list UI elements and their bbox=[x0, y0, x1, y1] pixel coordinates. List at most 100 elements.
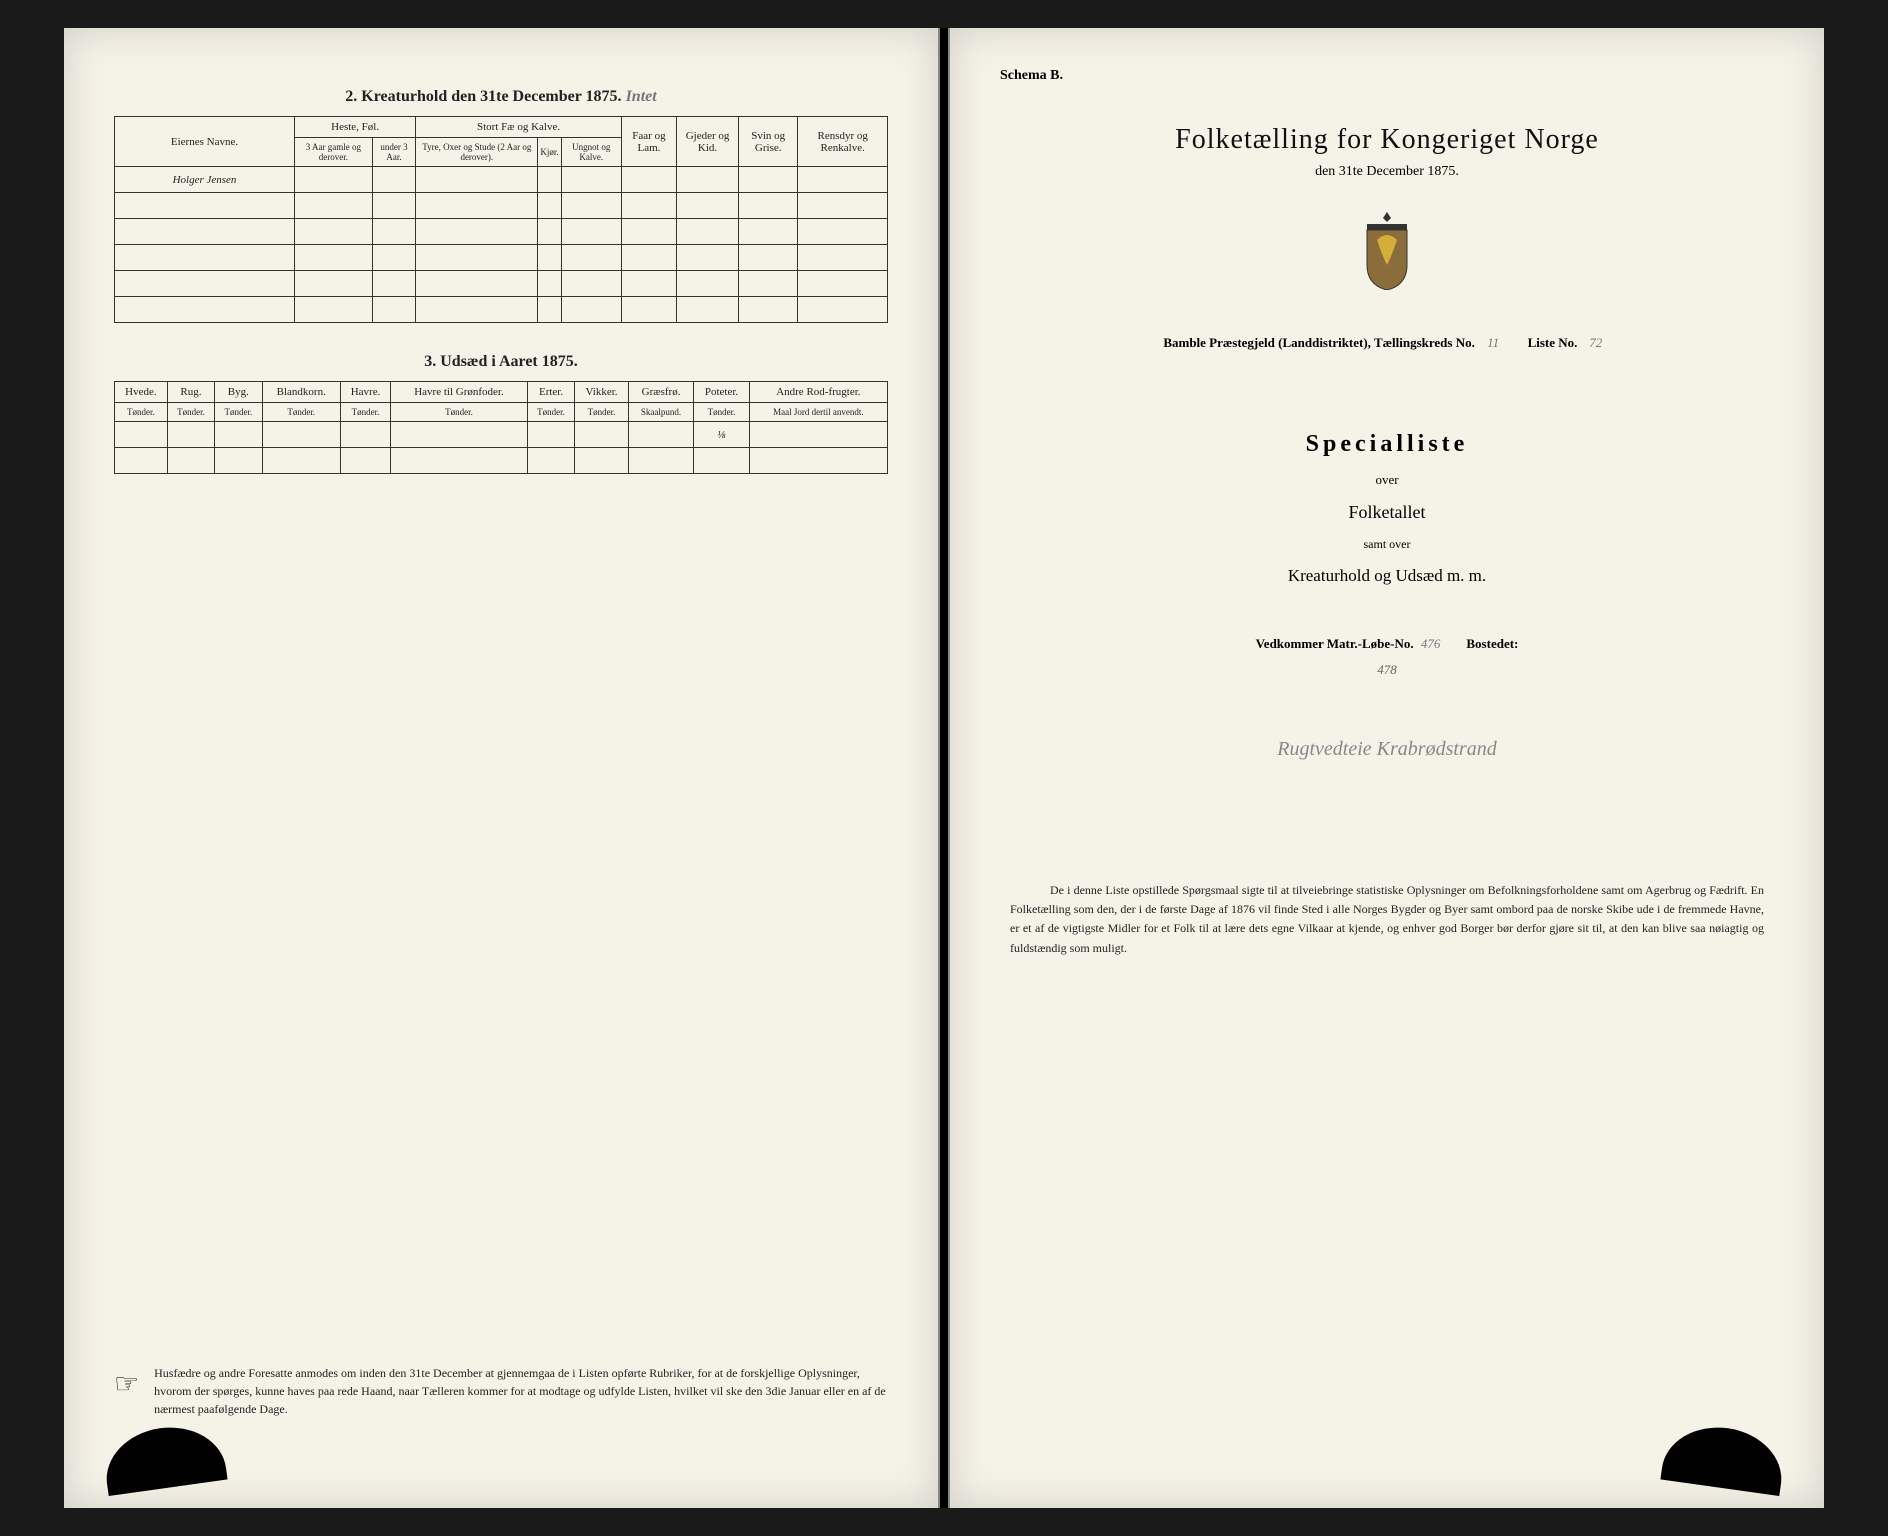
cell bbox=[295, 271, 373, 297]
cell bbox=[621, 245, 676, 271]
cell bbox=[115, 193, 295, 219]
cell bbox=[538, 245, 561, 271]
u4: Tønder. bbox=[262, 403, 340, 422]
cell bbox=[798, 297, 888, 323]
cell bbox=[538, 219, 561, 245]
cell bbox=[628, 422, 693, 448]
cell bbox=[694, 448, 749, 474]
handwritten-place: Rugtvedteie Krabrødstrand bbox=[1000, 738, 1774, 761]
u11: Maal Jord dertil anvendt. bbox=[749, 403, 887, 422]
cell bbox=[798, 167, 888, 193]
cell bbox=[416, 245, 538, 271]
col-heste-a: 3 Aar gamle og derover. bbox=[295, 138, 373, 167]
cell bbox=[115, 448, 168, 474]
u3: Tønder. bbox=[215, 403, 262, 422]
cell bbox=[621, 193, 676, 219]
cell bbox=[115, 245, 295, 271]
samt-label: samt over bbox=[1000, 537, 1774, 552]
c9: Græsfrø. bbox=[628, 382, 693, 403]
bostedet-label: Bostedet: bbox=[1466, 636, 1518, 651]
c1: Hvede. bbox=[115, 382, 168, 403]
section2-title: 2. Kreaturhold den 31te December 1875. I… bbox=[114, 88, 888, 106]
c2: Rug. bbox=[167, 382, 214, 403]
kreds-no: 11 bbox=[1478, 335, 1508, 351]
district-line: Bamble Præstegjeld (Landdistriktet), Tæl… bbox=[1000, 335, 1774, 351]
cell bbox=[262, 448, 340, 474]
section2-label: 2. Kreaturhold den 31te December 1875. bbox=[345, 88, 621, 105]
cell bbox=[749, 448, 887, 474]
cell bbox=[739, 245, 798, 271]
col-gjeder: Gjeder og Kid. bbox=[677, 117, 739, 167]
cell bbox=[295, 193, 373, 219]
right-page: Schema B. Folketælling for Kongeriget No… bbox=[948, 28, 1824, 1508]
cell bbox=[798, 193, 888, 219]
kreaturhold-table: Eiernes Navne. Heste, Føl. Stort Fæ og K… bbox=[114, 116, 888, 323]
c4: Blandkorn. bbox=[262, 382, 340, 403]
col-heste-b: under 3 Aar. bbox=[372, 138, 415, 167]
liste-no: 72 bbox=[1581, 335, 1611, 351]
cell bbox=[527, 422, 574, 448]
cell bbox=[372, 297, 415, 323]
bottom-paragraph: De i denne Liste opstillede Spørgsmaal s… bbox=[1000, 881, 1774, 958]
u1: Tønder. bbox=[115, 403, 168, 422]
section2-handwritten: Intet bbox=[626, 88, 657, 105]
cell bbox=[391, 422, 528, 448]
cell bbox=[416, 271, 538, 297]
u2: Tønder. bbox=[167, 403, 214, 422]
cell bbox=[621, 219, 676, 245]
folketallet: Folketallet bbox=[1000, 502, 1774, 523]
cell bbox=[621, 271, 676, 297]
matr-no: 476 bbox=[1421, 636, 1441, 651]
u10: Tønder. bbox=[694, 403, 749, 422]
section3-title: 3. Udsæd i Aaret 1875. bbox=[114, 353, 888, 371]
cell bbox=[677, 219, 739, 245]
c10: Poteter. bbox=[694, 382, 749, 403]
cell bbox=[167, 448, 214, 474]
cell bbox=[798, 219, 888, 245]
book-spread: 2. Kreaturhold den 31te December 1875. I… bbox=[64, 28, 1824, 1508]
grp-fae: Stort Fæ og Kalve. bbox=[416, 117, 622, 138]
cell bbox=[561, 193, 621, 219]
district-prefix: Bamble Præstegjeld (Landdistriktet), Tæl… bbox=[1163, 335, 1475, 350]
cell bbox=[677, 167, 739, 193]
cell bbox=[739, 167, 798, 193]
grp-heste: Heste, Føl. bbox=[295, 117, 416, 138]
u5: Tønder. bbox=[340, 403, 390, 422]
cell bbox=[538, 297, 561, 323]
poteter-value: ⅛ bbox=[694, 422, 749, 448]
left-page: 2. Kreaturhold den 31te December 1875. I… bbox=[64, 28, 940, 1508]
cell bbox=[538, 193, 561, 219]
udsaed-table: Hvede. Rug. Byg. Blandkorn. Havre. Havre… bbox=[114, 381, 888, 474]
cell bbox=[739, 297, 798, 323]
coat-of-arms-icon bbox=[1000, 210, 1774, 295]
cell bbox=[295, 297, 373, 323]
cell bbox=[416, 167, 538, 193]
cell bbox=[372, 271, 415, 297]
vedkommer-line: Vedkommer Matr.-Løbe-No. 476 Bostedet: bbox=[1000, 636, 1774, 652]
col-fae-b: Kjør. bbox=[538, 138, 561, 167]
cell bbox=[416, 219, 538, 245]
subtitle: den 31te December 1875. bbox=[1000, 164, 1774, 180]
footnote-text: Husfædre og andre Foresatte anmodes om i… bbox=[154, 1364, 888, 1418]
cell bbox=[538, 167, 561, 193]
cell bbox=[215, 448, 262, 474]
footnote: ☞ Husfædre og andre Foresatte anmodes om… bbox=[114, 1364, 888, 1418]
cell bbox=[372, 167, 415, 193]
over-label: over bbox=[1000, 472, 1774, 488]
cell bbox=[295, 167, 373, 193]
cell bbox=[561, 297, 621, 323]
cell bbox=[115, 422, 168, 448]
cell bbox=[340, 422, 390, 448]
cell bbox=[621, 297, 676, 323]
cell bbox=[798, 271, 888, 297]
cell bbox=[739, 219, 798, 245]
cell bbox=[538, 271, 561, 297]
cell bbox=[167, 422, 214, 448]
bottom-text: De i denne Liste opstillede Spørgsmaal s… bbox=[1010, 883, 1764, 955]
cell bbox=[561, 219, 621, 245]
cell bbox=[561, 167, 621, 193]
cell bbox=[115, 297, 295, 323]
col-fae-c: Ungnot og Kalve. bbox=[561, 138, 621, 167]
cell bbox=[416, 297, 538, 323]
cell bbox=[416, 193, 538, 219]
